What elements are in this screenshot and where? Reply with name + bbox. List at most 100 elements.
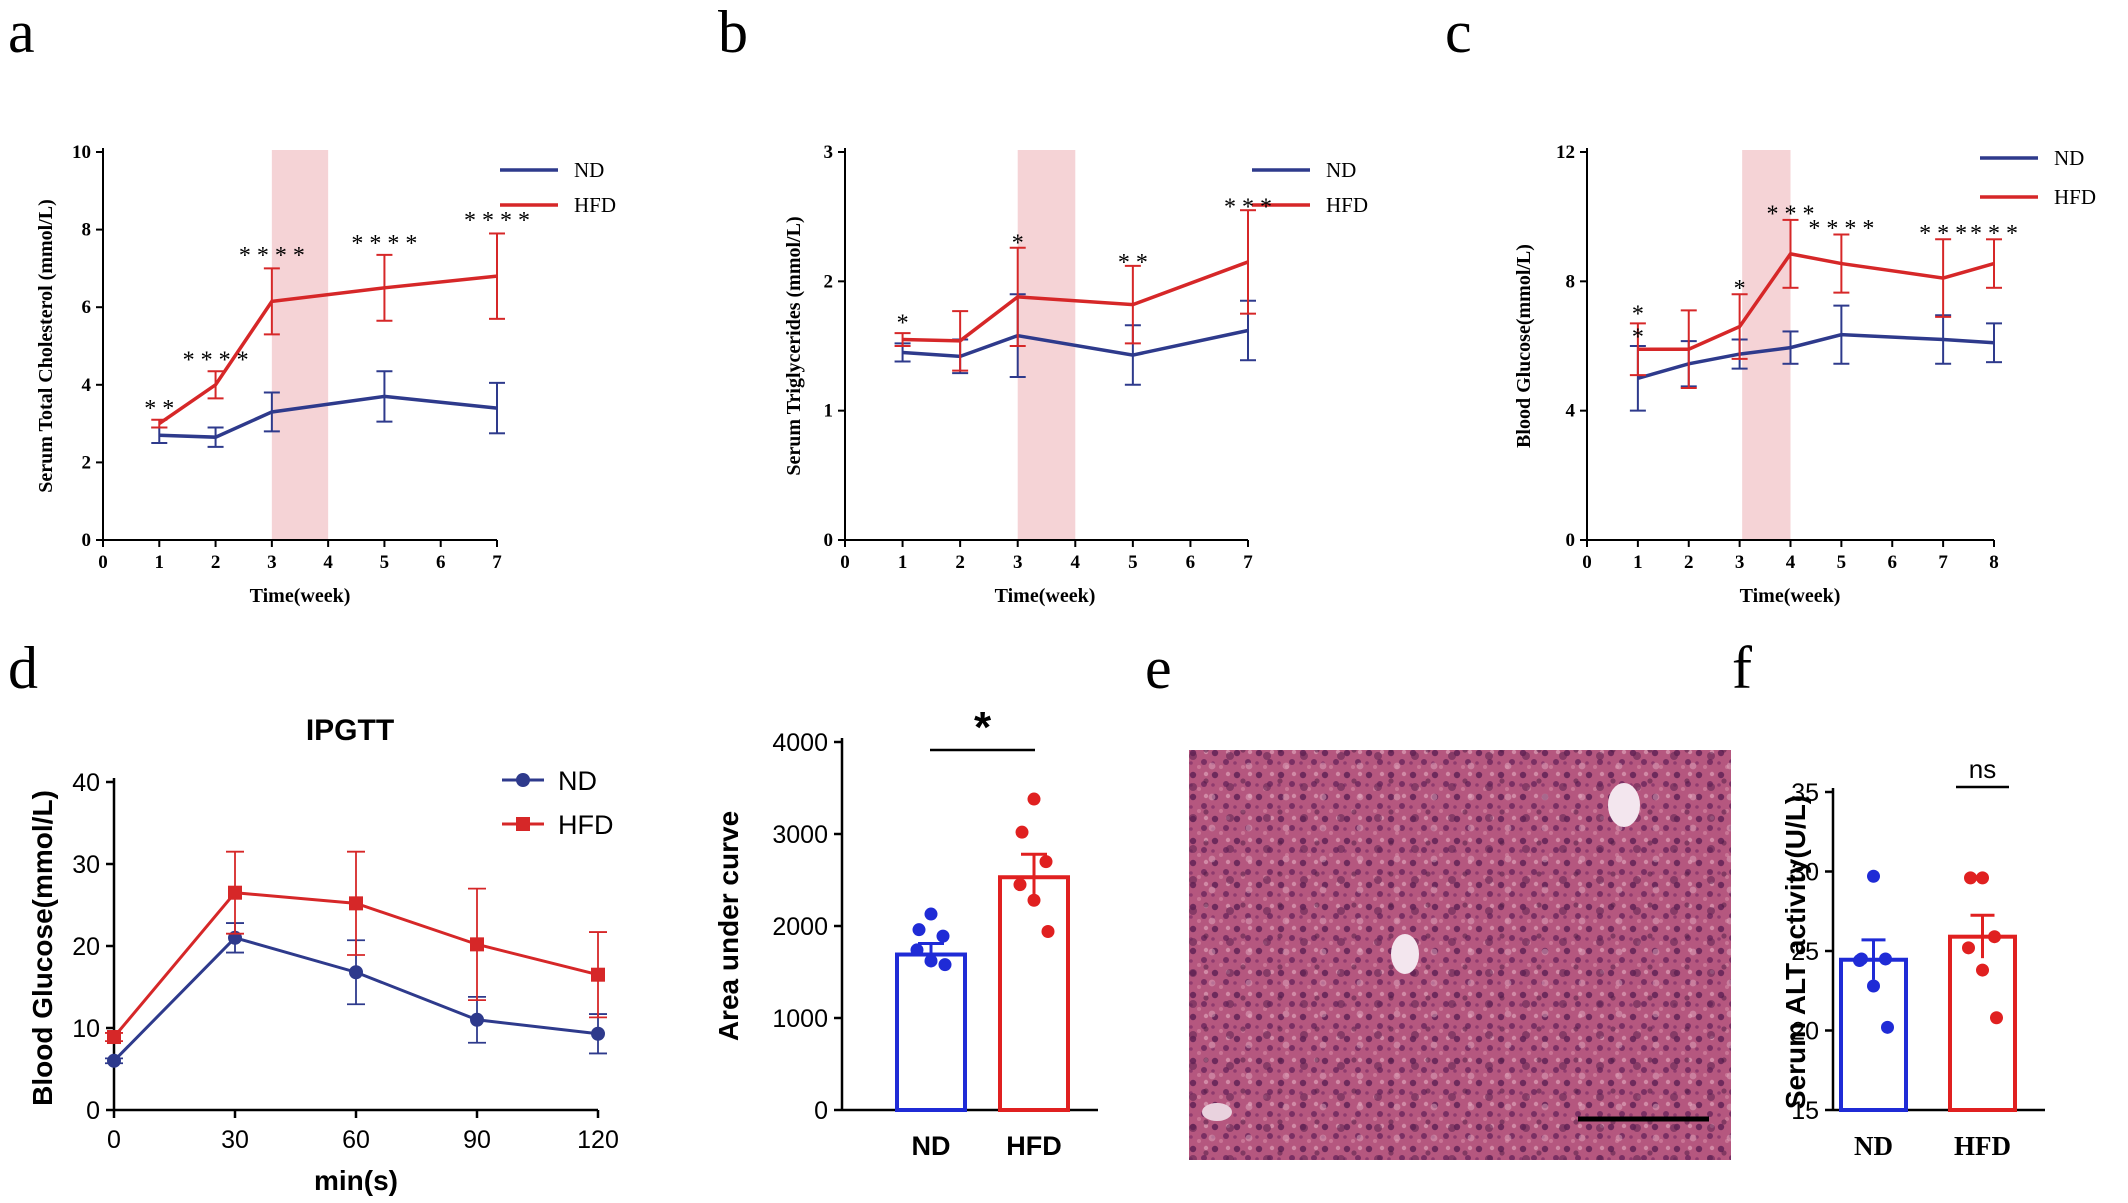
data-point: [1976, 871, 1989, 885]
y-tick-label: 0: [824, 530, 834, 551]
data-point: [912, 923, 926, 937]
significance-mark: * * *: [1919, 221, 1967, 247]
y-tick-label: 20: [1791, 1018, 1819, 1046]
significance-mark: * *: [144, 396, 174, 422]
legend-label: HFD: [1326, 193, 1368, 217]
x-axis-label: min(s): [314, 1165, 398, 1196]
data-point: [1867, 979, 1880, 993]
x-tick-label: 4: [1071, 552, 1081, 573]
data-point: [1881, 1020, 1894, 1034]
series-line-hfd: [902, 260, 1249, 343]
data-point: [1015, 825, 1029, 839]
y-axis-label: Serum ALT activity(U/L): [1780, 795, 1811, 1109]
x-tick-label: 8: [1989, 552, 1999, 573]
significance-mark: *: [1734, 276, 1746, 302]
data-point: [1976, 963, 1989, 977]
significance-mark: *: [974, 703, 992, 752]
data-point: [1027, 792, 1041, 806]
x-tick-label: 0: [98, 552, 108, 573]
significance-mark: * * *: [1767, 201, 1815, 227]
y-tick-label: 0: [86, 1097, 100, 1125]
significance-mark: * * * *: [351, 231, 417, 257]
x-tick-label: 7: [492, 552, 502, 573]
x-category-label: HFD: [1954, 1131, 2011, 1161]
legend-marker: [516, 817, 530, 831]
y-tick-label: 40: [72, 769, 100, 797]
y-tick-label: 30: [72, 851, 100, 879]
data-point: [228, 885, 242, 900]
y-tick-label: 2: [824, 271, 834, 292]
data-point: [1867, 869, 1880, 883]
legend-label: ND: [2054, 146, 2084, 170]
data-point: [591, 967, 605, 982]
y-tick-label: 20: [72, 933, 100, 961]
data-point: [1990, 1011, 2003, 1025]
significance-mark: * *: [1118, 250, 1148, 276]
data-point: [1853, 954, 1866, 968]
y-tick-label: 4: [82, 375, 92, 396]
x-category-label: ND: [912, 1131, 951, 1161]
data-point: [1041, 925, 1055, 939]
y-tick-label: 3: [824, 142, 834, 163]
series-line-hfd: [1637, 251, 1995, 351]
x-tick-label: 30: [221, 1126, 249, 1154]
x-tick-label: 1: [1633, 552, 1643, 573]
data-point: [910, 943, 924, 957]
chart-title: IPGTT: [306, 714, 394, 747]
x-tick-label: 90: [463, 1126, 491, 1154]
data-point: [1013, 878, 1027, 892]
x-tick-label: 120: [577, 1126, 619, 1154]
legend-label: ND: [558, 766, 597, 796]
significance-mark: *: [1632, 302, 1644, 328]
x-tick-label: 7: [1938, 552, 1948, 573]
data-point: [1964, 871, 1977, 885]
y-tick-label: 0: [82, 530, 92, 551]
panel-label-e: e: [1145, 635, 1172, 701]
significance-mark: * * *: [1970, 221, 2018, 247]
bar-hfd: [998, 875, 1070, 1112]
legend-label: ND: [574, 158, 604, 182]
panel-label-a: a: [8, 0, 35, 65]
significance-mark: *: [1012, 231, 1024, 257]
vessel-lumen: [1202, 1103, 1232, 1121]
significance-mark: * * * *: [464, 208, 530, 234]
y-tick-label: 35: [1791, 779, 1819, 807]
vessel-lumen: [1608, 783, 1640, 827]
y-tick-label: 15: [1791, 1097, 1819, 1125]
x-tick-label: 2: [211, 552, 221, 573]
series-line-hfd: [158, 274, 498, 426]
data-point: [107, 1053, 121, 1068]
chart-a-cholesterol: 0 2 4 6 8 10 0 1 2 3 4 5 6 7 Time(week) Serum Total Cho…: [35, 142, 616, 607]
y-tick-label: 1000: [772, 1005, 828, 1033]
x-tick-label: 60: [342, 1126, 370, 1154]
y-tick-label: 25: [1791, 938, 1819, 966]
x-tick-label: 6: [1186, 552, 1196, 573]
significance-mark: * * *: [1224, 194, 1272, 220]
y-tick-label: 2: [82, 452, 92, 473]
x-tick-label: 6: [1888, 552, 1898, 573]
x-tick-label: 1: [898, 552, 908, 573]
y-axis-label: Serum Triglycerides (mmol/L): [783, 216, 805, 475]
x-tick-label: 7: [1243, 552, 1253, 573]
x-tick-label: 3: [1735, 552, 1745, 573]
data-point: [1027, 893, 1041, 907]
data-point: [924, 954, 938, 968]
panel-label-d: d: [8, 635, 38, 701]
x-axis-label: Time(week): [995, 585, 1096, 607]
x-tick-label: 2: [1684, 552, 1694, 573]
data-point: [1879, 952, 1892, 966]
legend-label: HFD: [558, 810, 614, 840]
x-tick-label: 3: [267, 552, 277, 573]
x-tick-label: 0: [107, 1126, 121, 1154]
y-axis-label: Serum Total Cholesterol (mmol/L): [35, 199, 57, 493]
liver-histology-image: [1189, 750, 1731, 1160]
y-tick-label: 8: [82, 220, 92, 241]
data-point: [591, 1026, 605, 1041]
y-tick-label: 6: [82, 297, 92, 318]
legend-marker: [516, 773, 530, 787]
data-point: [470, 937, 484, 952]
x-tick-label: 1: [155, 552, 165, 573]
panel-label-b: b: [718, 0, 748, 65]
x-tick-label: 3: [1013, 552, 1023, 573]
